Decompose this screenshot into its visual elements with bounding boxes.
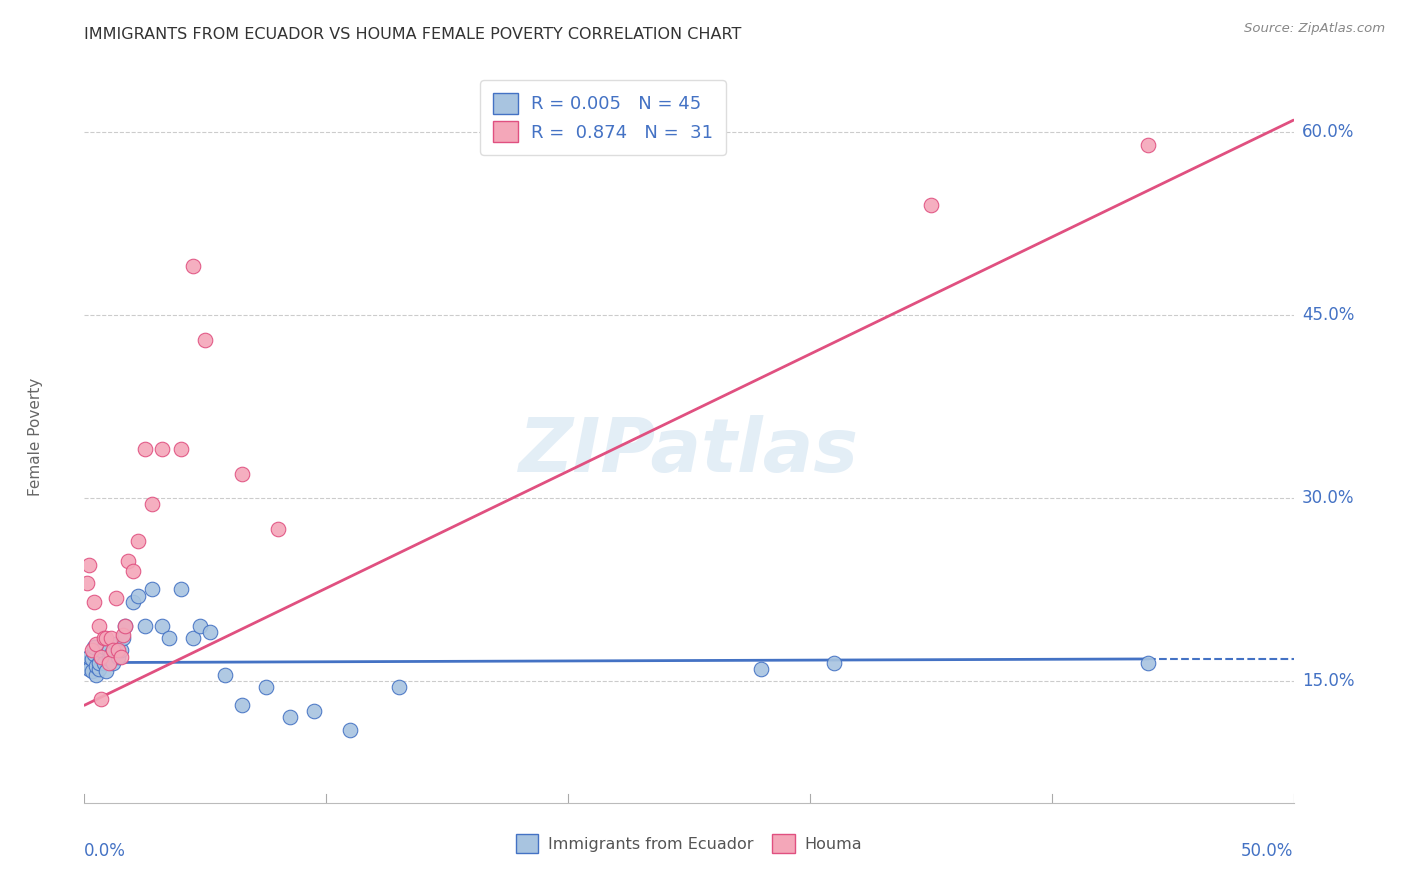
Point [107,649,129,664]
Text: Female Poverty: Female Poverty [28,378,44,496]
Point [150,442,173,457]
Point [77,558,100,573]
Point [76,656,98,670]
Point [80,643,103,657]
Text: 60.0%: 60.0% [1302,123,1354,141]
Point [112,627,135,641]
Point [181,260,204,274]
Point [150,619,173,633]
Point [86,659,108,673]
Point [104,591,127,605]
Point [90,692,112,706]
Text: Source: ZipAtlas.com: Source: ZipAtlas.com [1244,22,1385,36]
Point [388,680,411,694]
Point [97,656,120,670]
Point [107,643,129,657]
Point [823,656,845,670]
Point [190,619,212,633]
Text: 0.0%: 0.0% [84,842,127,860]
Point [83,594,105,608]
Point [278,710,301,724]
Legend: Immigrants from Ecuador, Houma: Immigrants from Ecuador, Houma [508,826,870,861]
Text: IMMIGRANTS FROM ECUADOR VS HOUMA FEMALE POVERTY CORRELATION CHART: IMMIGRANTS FROM ECUADOR VS HOUMA FEMALE … [84,27,742,42]
Point [110,649,132,664]
Point [100,632,122,646]
Point [87,656,110,670]
Point [94,664,117,678]
Point [157,632,180,646]
Point [267,521,290,535]
Text: ZIPatlas: ZIPatlas [519,415,859,488]
Point [97,643,120,657]
Point [86,667,108,681]
Point [920,198,942,212]
Point [93,656,115,670]
Point [87,662,110,676]
Point [90,649,112,664]
Point [181,632,204,646]
Point [83,640,105,654]
Point [103,643,125,657]
Point [231,467,253,481]
Text: 50.0%: 50.0% [1241,842,1294,860]
Point [93,632,115,646]
Point [194,333,217,347]
Point [80,664,103,678]
Point [134,442,156,457]
Point [214,667,236,681]
Point [1137,656,1160,670]
Point [170,582,193,597]
Point [77,662,100,676]
Point [93,640,115,654]
Point [198,625,221,640]
Point [170,442,193,457]
Point [90,643,112,657]
Point [104,637,127,651]
Point [254,680,277,694]
Point [141,497,163,511]
Point [94,632,117,646]
Point [121,564,143,578]
Point [302,705,325,719]
Point [751,662,773,676]
Point [83,647,105,661]
Point [77,649,100,664]
Text: 30.0%: 30.0% [1302,489,1354,507]
Point [114,619,136,633]
Point [141,582,163,597]
Point [127,533,149,548]
Point [121,594,143,608]
Point [87,619,110,633]
Point [339,723,361,737]
Point [127,589,149,603]
Point [76,576,98,591]
Point [114,619,136,633]
Point [134,619,156,633]
Point [97,652,120,666]
Point [103,656,125,670]
Point [80,652,103,666]
Point [110,643,132,657]
Text: 45.0%: 45.0% [1302,306,1354,324]
Point [100,647,122,661]
Point [86,637,108,651]
Text: 15.0%: 15.0% [1302,672,1354,690]
Point [1137,137,1160,152]
Point [90,649,112,664]
Point [112,632,135,646]
Point [231,698,253,713]
Point [117,554,139,568]
